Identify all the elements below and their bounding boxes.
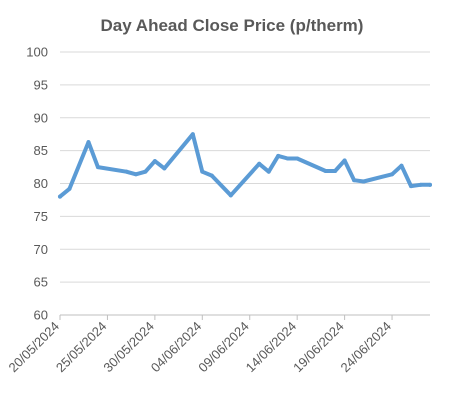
data-point (409, 184, 414, 189)
data-point (190, 132, 195, 137)
x-tick-label: 30/05/2024 (100, 319, 157, 376)
y-tick-label: 60 (34, 308, 48, 323)
data-point (209, 173, 214, 178)
x-tick-label: 24/06/2024 (338, 319, 395, 376)
data-point (152, 159, 157, 164)
data-point (342, 158, 347, 163)
y-tick-label: 75 (34, 209, 48, 224)
y-tick-label: 65 (34, 275, 48, 290)
data-point (361, 179, 366, 184)
y-tick-label: 85 (34, 143, 48, 158)
data-point (390, 172, 395, 177)
data-point (162, 166, 167, 171)
y-tick-label: 100 (26, 45, 48, 60)
data-point (276, 153, 281, 158)
x-axis: 20/05/202425/05/202430/05/202404/06/2024… (5, 314, 430, 376)
data-point (266, 169, 271, 174)
x-tick-label: 20/05/2024 (5, 319, 62, 376)
y-tick-label: 90 (34, 110, 48, 125)
y-tick-label: 95 (34, 77, 48, 92)
data-point (418, 182, 423, 187)
data-point (67, 186, 72, 191)
data-point (399, 163, 404, 168)
x-tick-label: 09/06/2024 (195, 319, 252, 376)
data-point (143, 169, 148, 174)
data-point (133, 172, 138, 177)
gridlines (60, 51, 430, 316)
x-tick-label: 25/05/2024 (53, 319, 110, 376)
data-point (352, 178, 357, 183)
x-tick-label: 14/06/2024 (243, 319, 300, 376)
data-point (333, 169, 338, 174)
data-point (257, 161, 262, 166)
data-point (228, 193, 233, 198)
x-tick-label: 19/06/2024 (290, 319, 347, 376)
data-point (285, 156, 290, 161)
series-line (58, 132, 432, 199)
data-point (200, 169, 205, 174)
data-point (95, 165, 100, 170)
data-point (295, 156, 300, 161)
data-point (124, 169, 129, 174)
data-point (323, 169, 328, 174)
data-point (58, 194, 62, 199)
data-point (428, 182, 432, 187)
x-tick-label: 04/06/2024 (148, 319, 205, 376)
series-layer (58, 132, 432, 199)
data-point (86, 140, 91, 145)
y-axis: 60 65 70 75 80 85 90 95 100 (26, 45, 48, 323)
y-tick-label: 80 (34, 176, 48, 191)
chart-title: Day Ahead Close Price (p/therm) (101, 16, 364, 35)
y-tick-label: 70 (34, 242, 48, 257)
